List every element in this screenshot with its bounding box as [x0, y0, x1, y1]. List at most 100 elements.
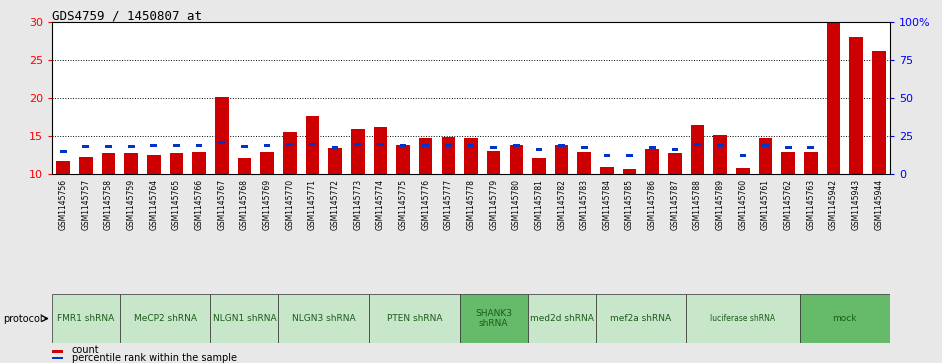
Bar	[147, 155, 160, 174]
Bar	[422, 144, 429, 147]
Bar	[79, 157, 92, 174]
Bar	[490, 146, 497, 149]
Bar	[850, 37, 863, 174]
Bar	[713, 135, 727, 174]
Bar	[532, 158, 545, 174]
Text: GSM1145784: GSM1145784	[603, 179, 611, 230]
Bar	[595, 294, 687, 343]
Text: GSM1145757: GSM1145757	[81, 179, 90, 230]
Bar	[872, 51, 885, 174]
Text: GSM1145777: GSM1145777	[444, 179, 453, 230]
Text: GSM1145759: GSM1145759	[126, 179, 136, 230]
Bar	[102, 153, 115, 174]
Bar	[309, 143, 316, 146]
Bar	[467, 144, 475, 147]
Text: GSM1145943: GSM1145943	[852, 179, 861, 230]
Text: SHANK3
shRNA: SHANK3 shRNA	[475, 309, 512, 328]
Bar	[649, 146, 656, 149]
Bar	[264, 144, 270, 147]
Bar	[106, 145, 112, 148]
Bar	[210, 294, 279, 343]
Bar	[82, 145, 89, 148]
Text: GSM1145764: GSM1145764	[149, 179, 158, 230]
Bar	[237, 158, 252, 174]
Bar	[762, 144, 769, 147]
Bar	[512, 144, 520, 147]
Text: GDS4759 / 1450807_at: GDS4759 / 1450807_at	[52, 9, 202, 22]
Text: mef2a shRNA: mef2a shRNA	[610, 314, 672, 323]
Bar	[120, 294, 210, 343]
Bar	[717, 144, 723, 147]
Bar	[800, 294, 890, 343]
Text: GSM1145786: GSM1145786	[648, 179, 657, 230]
Bar	[536, 148, 543, 151]
Bar	[804, 152, 818, 174]
Text: luciferase shRNA: luciferase shRNA	[710, 314, 775, 323]
Bar	[283, 131, 297, 174]
Text: GSM1145781: GSM1145781	[534, 179, 544, 230]
Text: GSM1145775: GSM1145775	[398, 179, 408, 230]
Bar	[57, 160, 70, 174]
Bar	[690, 125, 705, 174]
Bar	[559, 144, 565, 147]
Text: NLGN1 shRNA: NLGN1 shRNA	[213, 314, 276, 323]
Bar	[460, 294, 528, 343]
Bar	[59, 150, 67, 153]
Text: GSM1145785: GSM1145785	[625, 179, 634, 230]
Bar	[645, 149, 659, 174]
Bar	[52, 294, 120, 343]
Bar	[170, 153, 184, 174]
Text: GSM1145770: GSM1145770	[285, 179, 294, 230]
Text: FMR1 shRNA: FMR1 shRNA	[57, 314, 114, 323]
Bar	[374, 127, 387, 174]
Bar	[196, 144, 203, 147]
Bar	[510, 144, 523, 174]
Text: GSM1145774: GSM1145774	[376, 179, 385, 230]
Text: GSM1145779: GSM1145779	[489, 179, 498, 230]
Bar	[827, 22, 840, 174]
Bar	[260, 152, 274, 174]
Text: mock: mock	[833, 314, 857, 323]
Bar	[124, 153, 138, 174]
Bar	[758, 138, 772, 174]
Bar	[354, 143, 361, 146]
Text: GSM1145763: GSM1145763	[806, 179, 816, 230]
Text: GSM1145762: GSM1145762	[784, 179, 793, 230]
Text: med2d shRNA: med2d shRNA	[529, 314, 593, 323]
Bar	[399, 144, 406, 147]
Bar	[445, 144, 452, 147]
Bar	[782, 152, 795, 174]
Bar	[577, 152, 591, 174]
Text: GSM1145780: GSM1145780	[512, 179, 521, 230]
Bar	[241, 145, 248, 148]
Text: GSM1145944: GSM1145944	[874, 179, 884, 230]
Text: GSM1145942: GSM1145942	[829, 179, 838, 230]
Bar	[736, 168, 750, 174]
Bar	[369, 294, 460, 343]
Bar	[442, 137, 455, 174]
Text: GSM1145756: GSM1145756	[58, 179, 68, 230]
Text: GSM1145789: GSM1145789	[716, 179, 724, 230]
Text: GSM1145766: GSM1145766	[195, 179, 203, 230]
Bar	[305, 115, 319, 174]
Text: GSM1145767: GSM1145767	[218, 179, 226, 230]
Bar	[151, 144, 157, 147]
Bar	[581, 146, 588, 149]
Bar	[668, 153, 682, 174]
Bar	[173, 144, 180, 147]
Text: GSM1145782: GSM1145782	[557, 179, 566, 230]
Bar	[419, 138, 432, 174]
Bar	[351, 129, 365, 174]
Text: GSM1145760: GSM1145760	[739, 179, 747, 230]
Text: PTEN shRNA: PTEN shRNA	[386, 314, 442, 323]
Text: GSM1145788: GSM1145788	[693, 179, 702, 230]
Text: percentile rank within the sample: percentile rank within the sample	[72, 352, 236, 363]
Text: GSM1145787: GSM1145787	[671, 179, 679, 230]
Text: GSM1145758: GSM1145758	[104, 179, 113, 230]
Bar	[397, 144, 410, 174]
Text: GSM1145783: GSM1145783	[579, 179, 589, 230]
Bar	[687, 294, 800, 343]
Bar	[279, 294, 369, 343]
Bar	[219, 141, 225, 144]
Text: GSM1145772: GSM1145772	[331, 179, 339, 230]
